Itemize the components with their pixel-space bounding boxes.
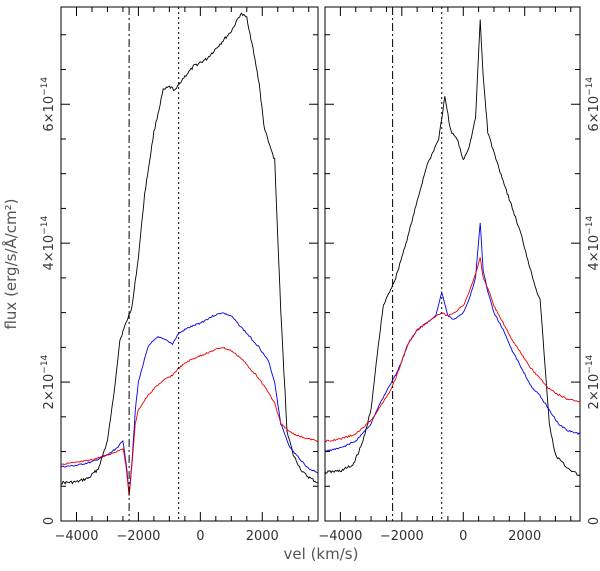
- y-tick-label: 2×10−14: [40, 354, 57, 409]
- right-panel: −4000 −2000 0 2000 0 2×10−14 4×10−14 6×10−14: [318, 6, 600, 544]
- series-line-black: [61, 12, 318, 485]
- y-tick-label: 0: [42, 517, 57, 525]
- y-tick-label: 2×10−14: [585, 354, 600, 409]
- plot-frame: [324, 6, 581, 522]
- x-tick-label: −2000: [380, 529, 424, 544]
- y-tick-label: 6×10−14: [585, 77, 600, 132]
- y-axis-label: flux (erg/s/Å/cm²): [1, 198, 20, 329]
- x-tick-label: 2000: [246, 529, 279, 544]
- x-tick-label: 0: [196, 529, 204, 544]
- x-axis-label: vel (km/s): [284, 545, 359, 563]
- x-tick-label: −4000: [54, 529, 98, 544]
- plot-frame: [60, 6, 319, 522]
- series-line-red: [325, 257, 580, 443]
- series-line-black: [325, 19, 580, 477]
- y-tick-label: 6×10−14: [40, 77, 57, 132]
- left-panel: −4000 −2000 0 2000 0 2×10−14 4×10−14 6×10−14: [40, 6, 319, 544]
- y-tick-label: 4×10−14: [40, 216, 57, 271]
- y-tick-label: 4×10−14: [585, 216, 600, 271]
- y-tick-label: 0: [587, 517, 600, 525]
- x-tick-label: −4000: [318, 529, 362, 544]
- x-tick-label: −2000: [116, 529, 160, 544]
- x-tick-label: 0: [459, 529, 467, 544]
- series-line-blue: [325, 222, 580, 453]
- series-line-blue: [61, 312, 318, 494]
- x-tick-label: 2000: [508, 529, 541, 544]
- series-line-red: [61, 346, 318, 496]
